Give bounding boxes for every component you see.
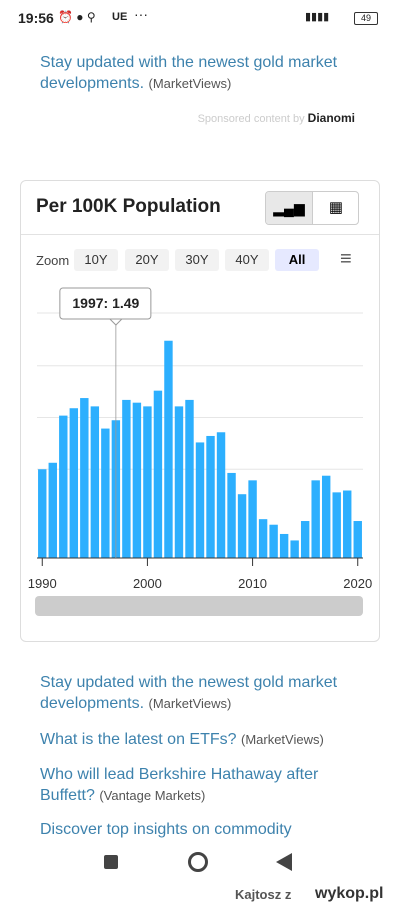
zoom-button[interactable]: All <box>275 249 319 271</box>
article-link[interactable]: What is the latest on ETFs? (MarketViews… <box>40 729 370 750</box>
bar <box>269 524 278 558</box>
bar <box>48 462 57 558</box>
clock: 19:56 <box>18 10 54 26</box>
carrier: UE <box>112 11 128 23</box>
bar <box>122 399 131 558</box>
x-tick-label: 2010 <box>238 576 267 591</box>
table-view-button[interactable]: ▦ <box>312 192 358 224</box>
article-link[interactable]: Discover top insights on commodity <box>40 819 370 840</box>
zoom-button[interactable]: 10Y <box>74 249 118 271</box>
link-text[interactable]: Stay updated with the newest gold market… <box>40 674 338 712</box>
link-source: (MarketViews) <box>148 76 232 91</box>
tooltip-box <box>59 287 152 320</box>
chart-view-button[interactable]: ▂▄▆ <box>266 192 312 224</box>
more: ··· <box>134 6 148 22</box>
article-link[interactable]: Who will lead Berkshire Hathaway after B… <box>40 764 370 806</box>
bar <box>143 406 152 558</box>
bar <box>321 475 331 558</box>
view-toggle: ▂▄▆ ▦ <box>265 191 359 225</box>
link-text[interactable]: What is the latest on ETFs? <box>40 731 237 748</box>
zoom-button[interactable]: 20Y <box>125 249 169 271</box>
link-source: (MarketViews) <box>148 696 232 711</box>
bar <box>164 340 173 558</box>
bar <box>59 415 68 558</box>
link-text[interactable]: Who will lead Berkshire Hathaway after B… <box>40 766 319 804</box>
bar <box>216 432 226 558</box>
tooltip-pointer <box>108 318 124 326</box>
bar <box>38 469 47 558</box>
x-tick-label: 1990 <box>28 576 57 591</box>
bar <box>206 435 215 558</box>
battery: 49 <box>354 12 378 25</box>
bar <box>195 442 205 558</box>
bar <box>290 540 299 558</box>
bar <box>101 428 110 558</box>
sponsored: Sponsored content by Dianomi <box>198 111 355 125</box>
bar <box>300 521 310 558</box>
chart: 1990 2000 2010 2020 1997: 1.49 <box>28 287 372 591</box>
link-text[interactable]: Discover top insights on commodity <box>40 821 292 838</box>
top-link[interactable]: Stay updated with the newest gold market… <box>40 52 370 94</box>
bar <box>353 521 362 558</box>
bar <box>69 408 79 558</box>
sponsor-brand: Dianomi <box>307 111 355 125</box>
status-icons: ⏰ ● ⚲ <box>58 10 96 24</box>
zoom-button[interactable]: 40Y <box>225 249 269 271</box>
bar <box>90 406 100 558</box>
nav-back[interactable] <box>276 853 292 871</box>
bar <box>132 402 142 558</box>
bar <box>311 480 320 558</box>
bar <box>80 398 89 558</box>
nav-recent[interactable] <box>104 855 118 869</box>
navigator-scrollbar[interactable] <box>35 596 363 616</box>
zoom-button[interactable]: 30Y <box>175 249 219 271</box>
bar <box>332 492 341 558</box>
watermark-site: wykop.pl <box>315 885 384 902</box>
signal: ▮▮▮▮ <box>305 11 330 23</box>
zoom-label: Zoom <box>36 253 70 268</box>
status-bar: 19:56 ⏰ ● ⚲ UE ··· ▮▮▮▮ 49 <box>0 0 400 36</box>
bar <box>185 399 194 558</box>
bar <box>153 390 163 558</box>
bar <box>227 472 236 558</box>
watermark-user: Kajtosz z <box>235 887 292 902</box>
tooltip-text: 1997: 1.49 <box>72 295 139 311</box>
x-tick-label: 2020 <box>343 576 372 591</box>
bar <box>174 406 184 558</box>
article-link[interactable]: Stay updated with the newest gold market… <box>40 672 370 714</box>
bar <box>237 494 247 558</box>
bar <box>248 480 257 558</box>
bar <box>258 519 268 558</box>
link-source: (Vantage Markets) <box>99 788 206 803</box>
link-text[interactable]: Stay updated with the newest gold market… <box>40 54 338 92</box>
sponsored-text: Sponsored content by <box>197 113 305 125</box>
menu-button[interactable]: ≡ <box>340 248 352 270</box>
x-tick-label: 2000 <box>133 576 162 591</box>
bar <box>279 533 289 558</box>
link-source: (MarketViews) <box>240 732 324 747</box>
chart-title: Per 100K Population <box>36 196 221 217</box>
nav-home[interactable] <box>188 852 208 872</box>
divider <box>21 234 379 235</box>
bar <box>343 490 352 558</box>
